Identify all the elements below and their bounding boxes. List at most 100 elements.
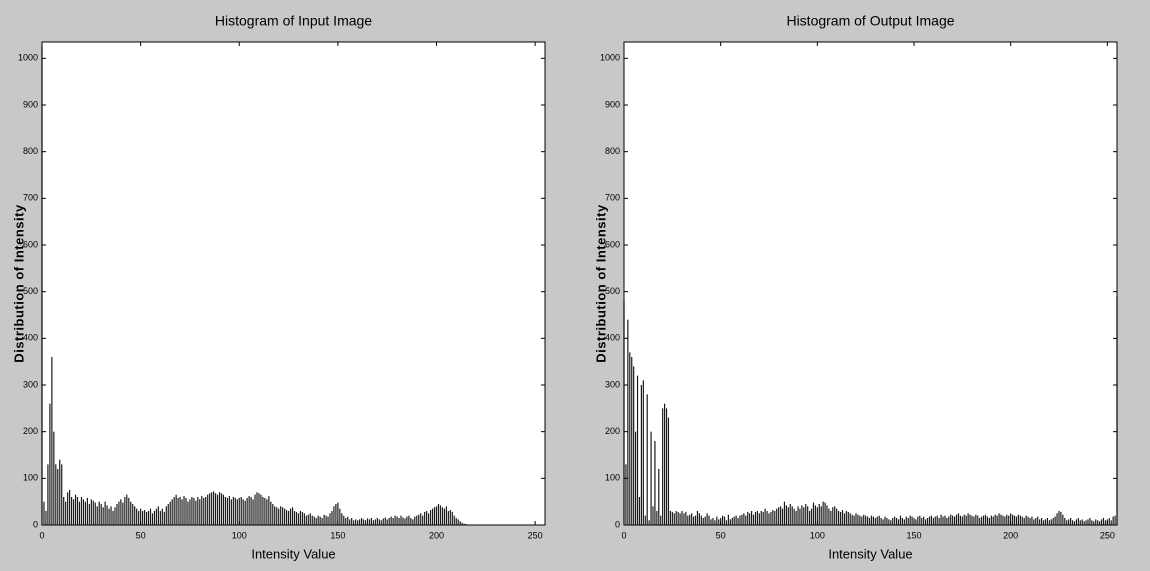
bar — [865, 515, 867, 525]
bar — [961, 516, 963, 525]
bar — [781, 508, 784, 525]
bar — [984, 514, 987, 525]
bar — [689, 514, 691, 525]
bar — [981, 516, 983, 525]
bar — [863, 514, 865, 525]
bar — [355, 519, 357, 525]
bar — [772, 510, 774, 525]
bar — [380, 520, 382, 525]
bar — [983, 515, 985, 525]
bar — [1112, 516, 1114, 525]
bar — [232, 497, 234, 525]
bar — [764, 508, 766, 525]
bar — [226, 497, 229, 525]
bar — [45, 511, 47, 525]
bar — [78, 501, 81, 525]
bar — [400, 515, 402, 525]
bar — [175, 494, 177, 525]
bar — [422, 515, 424, 525]
bar — [90, 499, 92, 525]
bar — [687, 515, 689, 525]
bar — [776, 508, 778, 525]
bar — [1006, 514, 1008, 525]
bar — [1089, 518, 1091, 525]
bar — [698, 513, 700, 525]
bar — [102, 507, 104, 525]
bar — [260, 494, 262, 525]
bar — [897, 519, 900, 525]
bar — [733, 516, 735, 525]
bar — [677, 511, 679, 525]
bar — [451, 511, 453, 525]
bar — [138, 511, 140, 525]
bar — [80, 497, 83, 525]
bar — [778, 507, 780, 525]
bar — [1064, 518, 1066, 525]
bar — [785, 505, 787, 525]
bar — [859, 515, 861, 525]
bar — [820, 506, 822, 525]
x-tick-label: 200 — [1003, 530, 1018, 540]
y-tick-label: 400 — [605, 333, 620, 343]
bar — [244, 500, 246, 525]
bar — [291, 507, 294, 525]
bar — [942, 516, 944, 525]
bar — [957, 513, 960, 525]
bar — [457, 519, 459, 525]
bar — [408, 515, 410, 525]
bar — [341, 513, 343, 525]
bar — [57, 469, 59, 525]
bar — [952, 515, 954, 525]
bar — [280, 506, 282, 525]
bar — [325, 515, 327, 525]
y-tick-label: 700 — [23, 193, 38, 203]
bar — [258, 493, 260, 525]
bar — [116, 504, 118, 525]
bar — [163, 511, 165, 525]
y-tick-label: 800 — [23, 146, 38, 156]
bar — [874, 518, 876, 525]
bar — [218, 492, 221, 525]
bar — [181, 499, 183, 525]
bar — [702, 518, 704, 525]
bar — [751, 511, 753, 525]
bar — [128, 497, 130, 525]
bar — [311, 515, 313, 525]
bar — [122, 502, 124, 525]
bar — [370, 518, 373, 525]
bar — [890, 520, 892, 525]
bar — [209, 493, 211, 525]
bar — [851, 514, 853, 525]
bar — [104, 501, 106, 525]
bar — [236, 499, 238, 525]
bar — [679, 513, 681, 525]
bar — [76, 497, 79, 525]
bar — [708, 515, 710, 525]
bar — [955, 514, 958, 525]
bar — [1054, 516, 1056, 525]
bar — [287, 511, 290, 525]
bar — [979, 518, 981, 525]
bar — [1029, 518, 1031, 525]
bar — [847, 511, 849, 525]
bar — [327, 516, 329, 525]
bar — [954, 516, 956, 525]
bar — [896, 518, 898, 525]
bar — [165, 506, 167, 525]
bar — [1099, 521, 1101, 525]
bars — [623, 296, 1118, 525]
bar — [82, 499, 85, 525]
bar — [1025, 515, 1027, 525]
bar — [264, 497, 266, 525]
bar — [230, 499, 232, 525]
bar — [810, 508, 813, 525]
bar — [1114, 515, 1116, 525]
bar — [376, 518, 378, 525]
bar — [453, 515, 455, 525]
bar — [429, 510, 432, 525]
bar — [737, 518, 739, 525]
bar — [950, 514, 952, 525]
bar — [51, 357, 53, 525]
plot-area — [42, 42, 545, 525]
